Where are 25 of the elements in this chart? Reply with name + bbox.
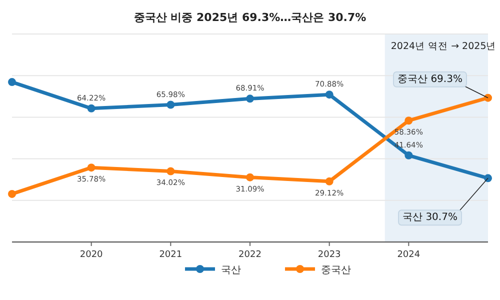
point: [166, 167, 175, 176]
point: [404, 116, 413, 125]
point: [8, 78, 16, 86]
point: [246, 173, 254, 182]
band-label: 2024년 역전 → 2025년: [390, 41, 496, 52]
chart-title: 중국산 비중 2025년 69.3%…국산은 30.7%: [134, 11, 366, 24]
point: [325, 177, 334, 186]
x-tick-label: 2021: [159, 250, 182, 260]
point: [404, 151, 413, 160]
point: [166, 100, 175, 109]
point: [8, 190, 16, 198]
annotation: 국산 30.7%: [402, 212, 458, 224]
x-tick-label: 2024: [397, 250, 420, 260]
point: [246, 94, 254, 103]
point: [87, 164, 96, 172]
x-tick-label: 2023: [318, 250, 341, 260]
annotation: 중국산 69.3%: [398, 74, 462, 85]
x-tick-label: 2022: [238, 250, 262, 260]
point: [484, 94, 492, 102]
point: [325, 90, 334, 99]
point: [87, 104, 96, 112]
x-tick-label: 2020: [80, 250, 104, 260]
legend-label: 중국산: [321, 265, 351, 276]
point: [484, 174, 492, 182]
legend-label: 국산: [221, 265, 241, 276]
